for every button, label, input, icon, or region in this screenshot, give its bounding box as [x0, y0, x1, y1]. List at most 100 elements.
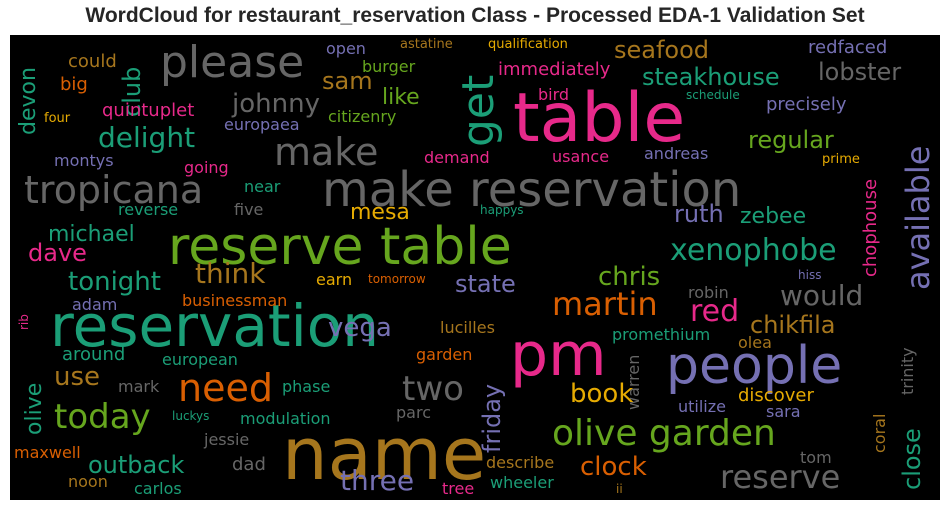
cloud-word: reverse	[118, 200, 179, 219]
cloud-word: tree	[442, 479, 475, 498]
cloud-word: outback	[88, 451, 185, 479]
cloud-word: michael	[48, 222, 135, 247]
cloud-word: delight	[98, 121, 196, 154]
cloud-word: schedule	[686, 88, 740, 102]
cloud-word: think	[195, 257, 266, 290]
cloud-word: trinity	[898, 347, 917, 395]
cloud-word: vega	[328, 313, 392, 343]
cloud-word: martin	[552, 285, 658, 323]
cloud-word: big	[60, 74, 88, 95]
cloud-word: citizenry	[328, 107, 397, 126]
cloud-word: astatine	[400, 37, 453, 52]
cloud-word: mark	[118, 377, 160, 396]
cloud-word: name	[282, 412, 487, 496]
cloud-word: noon	[68, 472, 108, 491]
cloud-word: usance	[552, 147, 610, 166]
cloud-word: maxwell	[14, 443, 81, 462]
cloud-word: redfaced	[808, 37, 888, 58]
word-cloud: reservation pm name table reserve table …	[10, 35, 940, 500]
cloud-word: carlos	[134, 479, 182, 498]
cloud-word: state	[455, 270, 516, 298]
cloud-word: tonight	[68, 267, 161, 297]
cloud-word: adam	[72, 295, 118, 314]
cloud-word: chris	[598, 262, 661, 292]
cloud-word: table	[513, 79, 686, 158]
cloud-word: earn	[316, 270, 353, 289]
cloud-word: steakhouse	[642, 63, 780, 91]
cloud-word: zebee	[740, 204, 807, 229]
cloud-word: three	[340, 464, 415, 497]
cloud-word: people	[666, 336, 843, 396]
cloud-word: clock	[580, 452, 647, 482]
cloud-word: promethium	[612, 325, 711, 344]
cloud-word: open	[326, 39, 366, 58]
cloud-word: would	[780, 279, 864, 312]
cloud-word: lobster	[818, 58, 902, 86]
cloud-word: chophouse	[860, 178, 881, 277]
cloud-word: make	[274, 130, 379, 174]
cloud-word: friday	[478, 383, 506, 453]
cloud-word: lucilles	[440, 318, 495, 337]
cloud-word: andreas	[644, 144, 709, 163]
cloud-word: could	[68, 51, 117, 72]
cloud-word: garden	[416, 345, 473, 364]
cloud-word: bird	[538, 85, 570, 104]
cloud-word: discover	[738, 385, 814, 406]
cloud-word: two	[402, 369, 464, 409]
cloud-word: close	[898, 428, 926, 490]
cloud-word: near	[244, 177, 281, 196]
cloud-word: four	[44, 111, 71, 126]
cloud-word: sam	[322, 67, 373, 95]
cloud-word: reservation	[50, 292, 379, 360]
cloud-word: sara	[766, 402, 801, 421]
cloud-word: reserve table	[168, 217, 512, 277]
cloud-word: happys	[480, 203, 524, 217]
cloud-word: hiss	[798, 268, 822, 282]
cloud-word: warren	[624, 354, 643, 410]
cloud-word: tom	[800, 448, 832, 467]
cloud-word: robin	[688, 283, 729, 302]
cloud-word: ii	[616, 482, 623, 496]
cloud-word: modulation	[240, 409, 331, 428]
cloud-word: prime	[822, 152, 860, 167]
cloud-word: book	[570, 379, 634, 409]
cloud-word: ruth	[674, 200, 724, 228]
cloud-word: tropicana	[24, 168, 204, 212]
cloud-word: pm	[510, 320, 607, 390]
cloud-word: use	[54, 362, 101, 392]
cloud-word: qualification	[488, 37, 568, 52]
cloud-word: coral	[870, 413, 889, 453]
cloud-word: make reservation	[322, 162, 742, 218]
cloud-word: quintuplet	[102, 100, 195, 121]
cloud-word: chikfila	[750, 311, 836, 339]
cloud-word: get	[453, 74, 504, 147]
cloud-word: red	[690, 294, 740, 329]
cloud-word: montys	[54, 151, 114, 170]
cloud-word: dave	[28, 239, 87, 267]
cloud-word: phase	[282, 377, 331, 396]
cloud-word: jessie	[204, 430, 250, 449]
cloud-word: today	[54, 397, 151, 437]
cloud-word: dad	[232, 454, 266, 475]
cloud-word: mesa	[350, 200, 410, 225]
cloud-word: five	[234, 200, 264, 219]
cloud-word: seafood	[614, 36, 710, 64]
cloud-word: johnny	[232, 89, 320, 119]
cloud-word: devon	[16, 67, 41, 135]
cloud-word: xenophobe	[670, 233, 837, 268]
cloud-word: need	[178, 366, 273, 410]
cloud-word: tomorrow	[368, 272, 426, 286]
cloud-word: around	[62, 344, 126, 365]
cloud-word: immediately	[498, 59, 611, 80]
cloud-word: parc	[396, 403, 431, 422]
cloud-word: wheeler	[490, 473, 554, 492]
cloud-word: utilize	[678, 397, 726, 416]
cloud-word: european	[162, 350, 238, 369]
cloud-word: available	[899, 145, 937, 290]
chart-title: WordCloud for restaurant_reservation Cla…	[85, 4, 865, 27]
cloud-word: demand	[424, 148, 490, 167]
cloud-word: businessman	[182, 291, 288, 310]
cloud-word: going	[184, 158, 229, 177]
cloud-word: regular	[748, 126, 834, 154]
cloud-word: olea	[738, 333, 772, 352]
